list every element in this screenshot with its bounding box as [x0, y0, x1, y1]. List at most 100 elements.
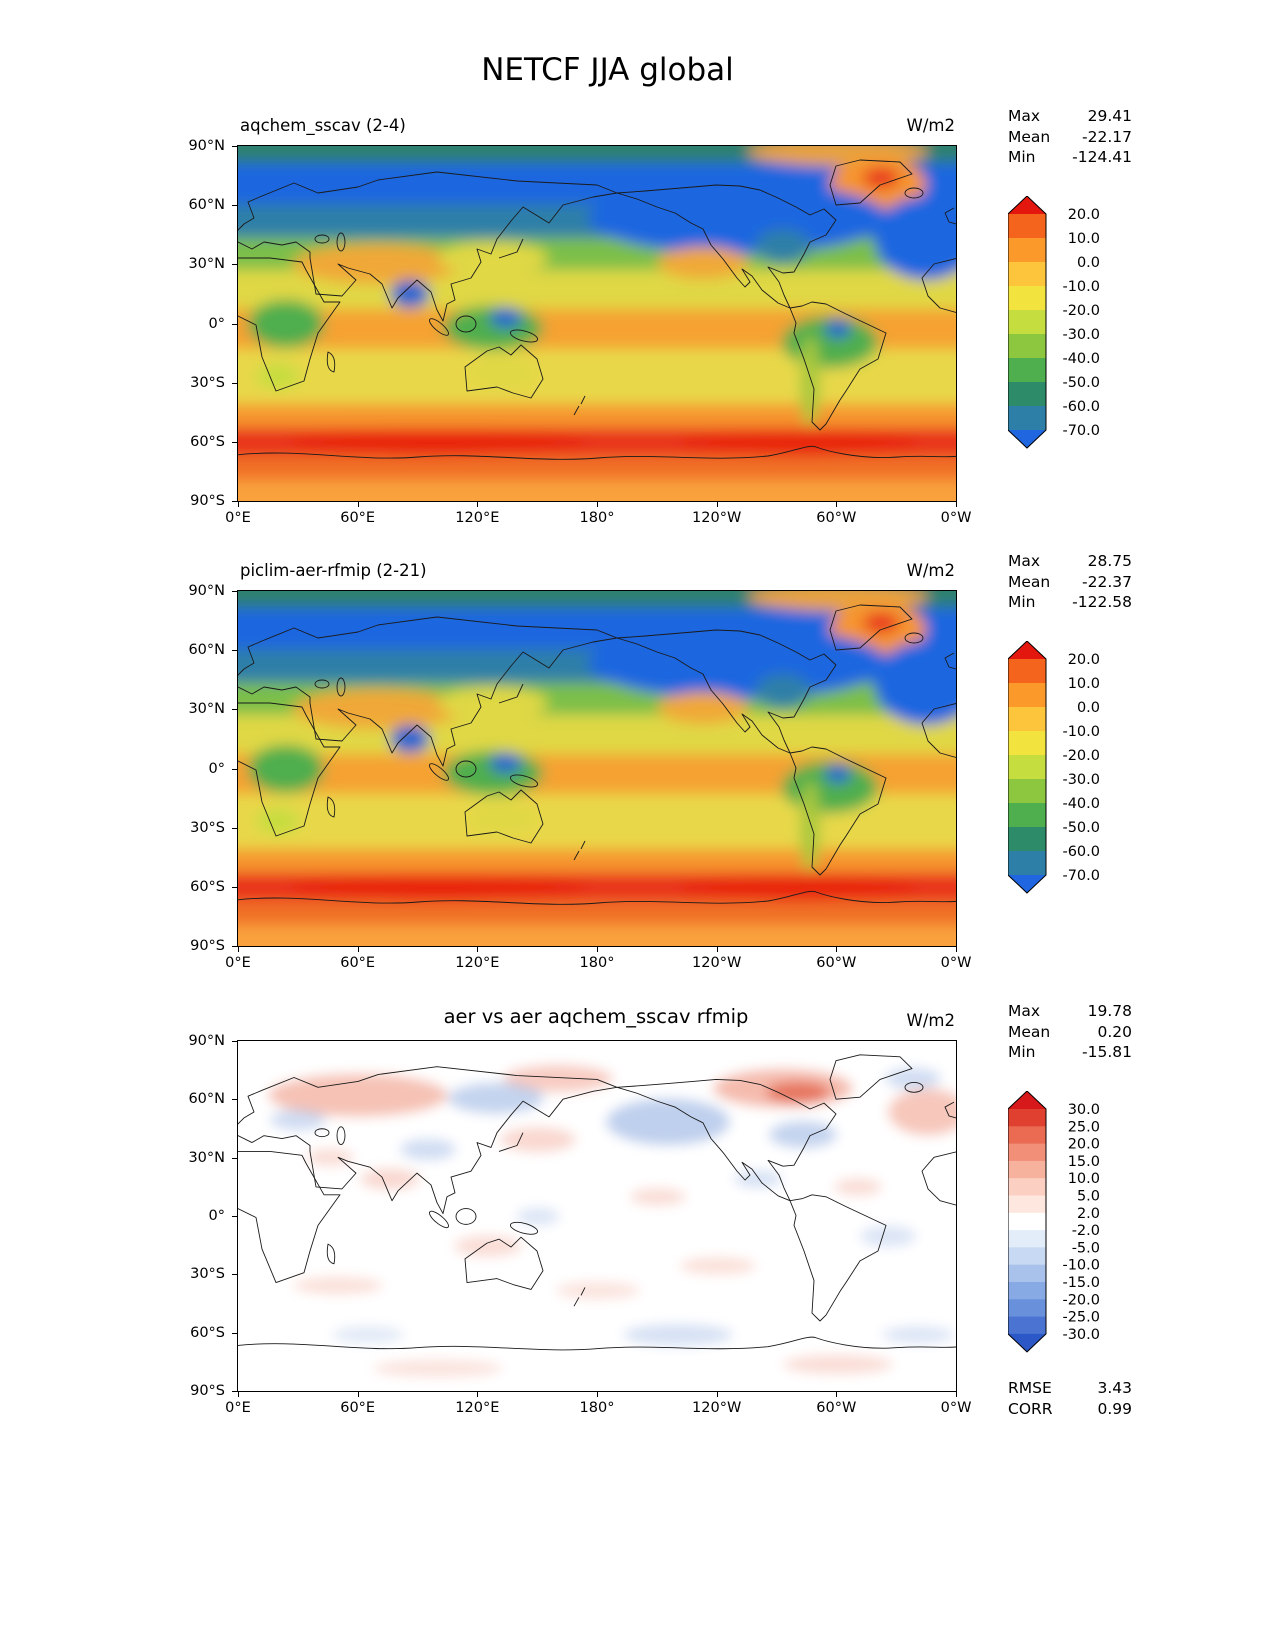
stat-label: Min	[1008, 148, 1036, 166]
x-tick-label: 60°W	[816, 1400, 857, 1416]
stat-value: -15.81	[1082, 1043, 1132, 1061]
colorbar-over-arrow	[1008, 641, 1046, 659]
colorbar-tick-label: -25.0	[1062, 1310, 1100, 1326]
y-tick-label: 30°S	[190, 374, 225, 391]
colorbar-tick-label: -30.0	[1062, 1327, 1100, 1343]
x-tick-label: 0°W	[940, 510, 972, 526]
y-tick-label: 60°N	[188, 1091, 225, 1108]
x-tick-label: 0°E	[225, 1400, 251, 1416]
colorbar-segment	[1008, 1178, 1046, 1196]
y-tick-label: 90°S	[190, 938, 225, 954]
colorbar-segment	[1008, 1316, 1046, 1335]
panel-title: piclim-aer-rfmip (2-21)	[240, 561, 427, 580]
colorbar-tick-label: -50.0	[1062, 820, 1100, 836]
stat-value: 0.20	[1097, 1022, 1132, 1041]
y-tick-mark	[232, 886, 238, 888]
y-tick-mark	[232, 768, 238, 770]
y-tick-label: 30°S	[190, 819, 225, 836]
y-tick-mark	[232, 827, 238, 829]
colorbar-segment	[1008, 1195, 1046, 1214]
colorbar-segment	[1008, 286, 1046, 311]
colorbar-segment	[1008, 851, 1046, 876]
x-tick-label: 120°W	[692, 510, 742, 526]
colorbar-tick-label: 2.0	[1077, 1206, 1100, 1222]
y-tick-label: 90°N	[188, 1033, 225, 1049]
stats-block: Max 19.78 Mean 0.20 Min -15.81	[1008, 1001, 1132, 1063]
x-tick-mark	[238, 946, 239, 952]
colorbar-segment	[1008, 214, 1046, 239]
x-tick-mark	[836, 1391, 838, 1397]
x-tick-label: 180°	[579, 510, 615, 526]
stat-label: Max	[1008, 1002, 1041, 1020]
colorbar-tick-label: -30.0	[1062, 772, 1100, 788]
x-tick-label: 120°W	[692, 955, 742, 971]
x-tick-mark	[597, 946, 598, 952]
y-tick-label: 30°N	[188, 701, 225, 718]
colorbar-tick-label: 20.0	[1068, 207, 1100, 223]
x-tick-mark	[597, 1391, 598, 1397]
x-tick-mark	[477, 1391, 479, 1397]
stat-label: Max	[1008, 552, 1041, 570]
colorbar-segment	[1008, 803, 1046, 828]
x-tick-label: 0°W	[940, 955, 972, 971]
colorbar-segment	[1008, 1212, 1046, 1231]
stat-label: Mean	[1008, 572, 1051, 591]
colorbar-tick-label: -70.0	[1062, 868, 1100, 884]
x-tick-label: 120°E	[455, 955, 500, 971]
stat-value: 28.75	[1087, 552, 1132, 570]
y-tick-label: 90°S	[190, 493, 225, 509]
colorbar-tick-label: -60.0	[1062, 844, 1100, 860]
colorbar-under-arrow	[1008, 875, 1046, 893]
y-tick-label: 60°S	[190, 1324, 225, 1341]
y-tick-mark	[232, 1274, 238, 1276]
colorbar-segment	[1008, 358, 1046, 383]
y-tick-mark	[232, 709, 238, 711]
map-field-art	[238, 1041, 956, 1391]
y-tick-mark	[232, 591, 238, 592]
colorbar-tick-label: -50.0	[1062, 375, 1100, 391]
x-axis: 0°E 60°E 120°E 180° 120°W 60°W 0°W	[225, 501, 971, 531]
stat-label: RMSE	[1008, 1379, 1052, 1397]
colorbar: 20.0 10.0 0.0 -10.0 -20.0 -30.0 -40.0 -50.0 -60.…	[1007, 640, 1148, 903]
colorbar: 30.0 25.0 20.0 15.0 10.0 5.0 2.0 -2.0 -5.0 -10.0-…	[1007, 1090, 1148, 1362]
x-tick-label: 0°E	[225, 955, 251, 971]
x-tick-label: 60°W	[816, 955, 857, 971]
stat-label: Max	[1008, 107, 1041, 125]
colorbar-segment	[1008, 1143, 1046, 1162]
colorbar-segment	[1008, 382, 1046, 407]
y-tick-label: 0°	[208, 760, 225, 777]
x-tick-mark	[238, 501, 239, 507]
x-tick-mark	[716, 1391, 718, 1397]
y-tick-mark	[232, 146, 238, 147]
y-axis: 90°N 60°N 30°N 0° 30°S 60°S 90°S	[172, 138, 238, 509]
colorbar-segment	[1008, 1230, 1046, 1248]
y-tick-mark	[232, 946, 238, 947]
y-tick-label: 90°N	[188, 138, 225, 154]
units-label: W/m2	[906, 561, 955, 580]
colorbar-tick-label: -40.0	[1062, 351, 1100, 367]
colorbar-tick-label: -40.0	[1062, 796, 1100, 812]
colorbar-tick-label: 0.0	[1077, 700, 1100, 716]
units-label: W/m2	[906, 116, 955, 135]
colorbar-segment	[1008, 334, 1046, 359]
colorbar-tick-label: 20.0	[1068, 652, 1100, 668]
colorbar-segment	[1008, 707, 1046, 732]
colorbar-outline	[1007, 195, 1047, 449]
y-tick-label: 0°	[208, 315, 225, 332]
y-tick-mark	[232, 323, 238, 325]
y-tick-mark	[232, 1332, 238, 1334]
units-label: W/m2	[906, 1011, 955, 1030]
stat-value: -22.37	[1082, 572, 1132, 591]
colorbar-tick-label: 10.0	[1068, 231, 1100, 247]
map-aqchem-sscav: 90°N 60°N 30°N 0° 30°S 60°S 90°S 0°E 60°E 120°E 1…	[188, 138, 971, 526]
y-tick-label: 60°S	[190, 878, 225, 895]
y-tick-label: 90°S	[190, 1383, 225, 1399]
figure-title: NETCF JJA global	[481, 52, 734, 88]
x-tick-mark	[956, 946, 957, 952]
stat-label: Min	[1008, 593, 1036, 611]
x-tick-label: 120°W	[692, 1400, 742, 1416]
x-tick-mark	[357, 501, 359, 507]
colorbar-tick-label: -20.0	[1062, 303, 1100, 319]
x-tick-label: 120°E	[455, 1400, 500, 1416]
